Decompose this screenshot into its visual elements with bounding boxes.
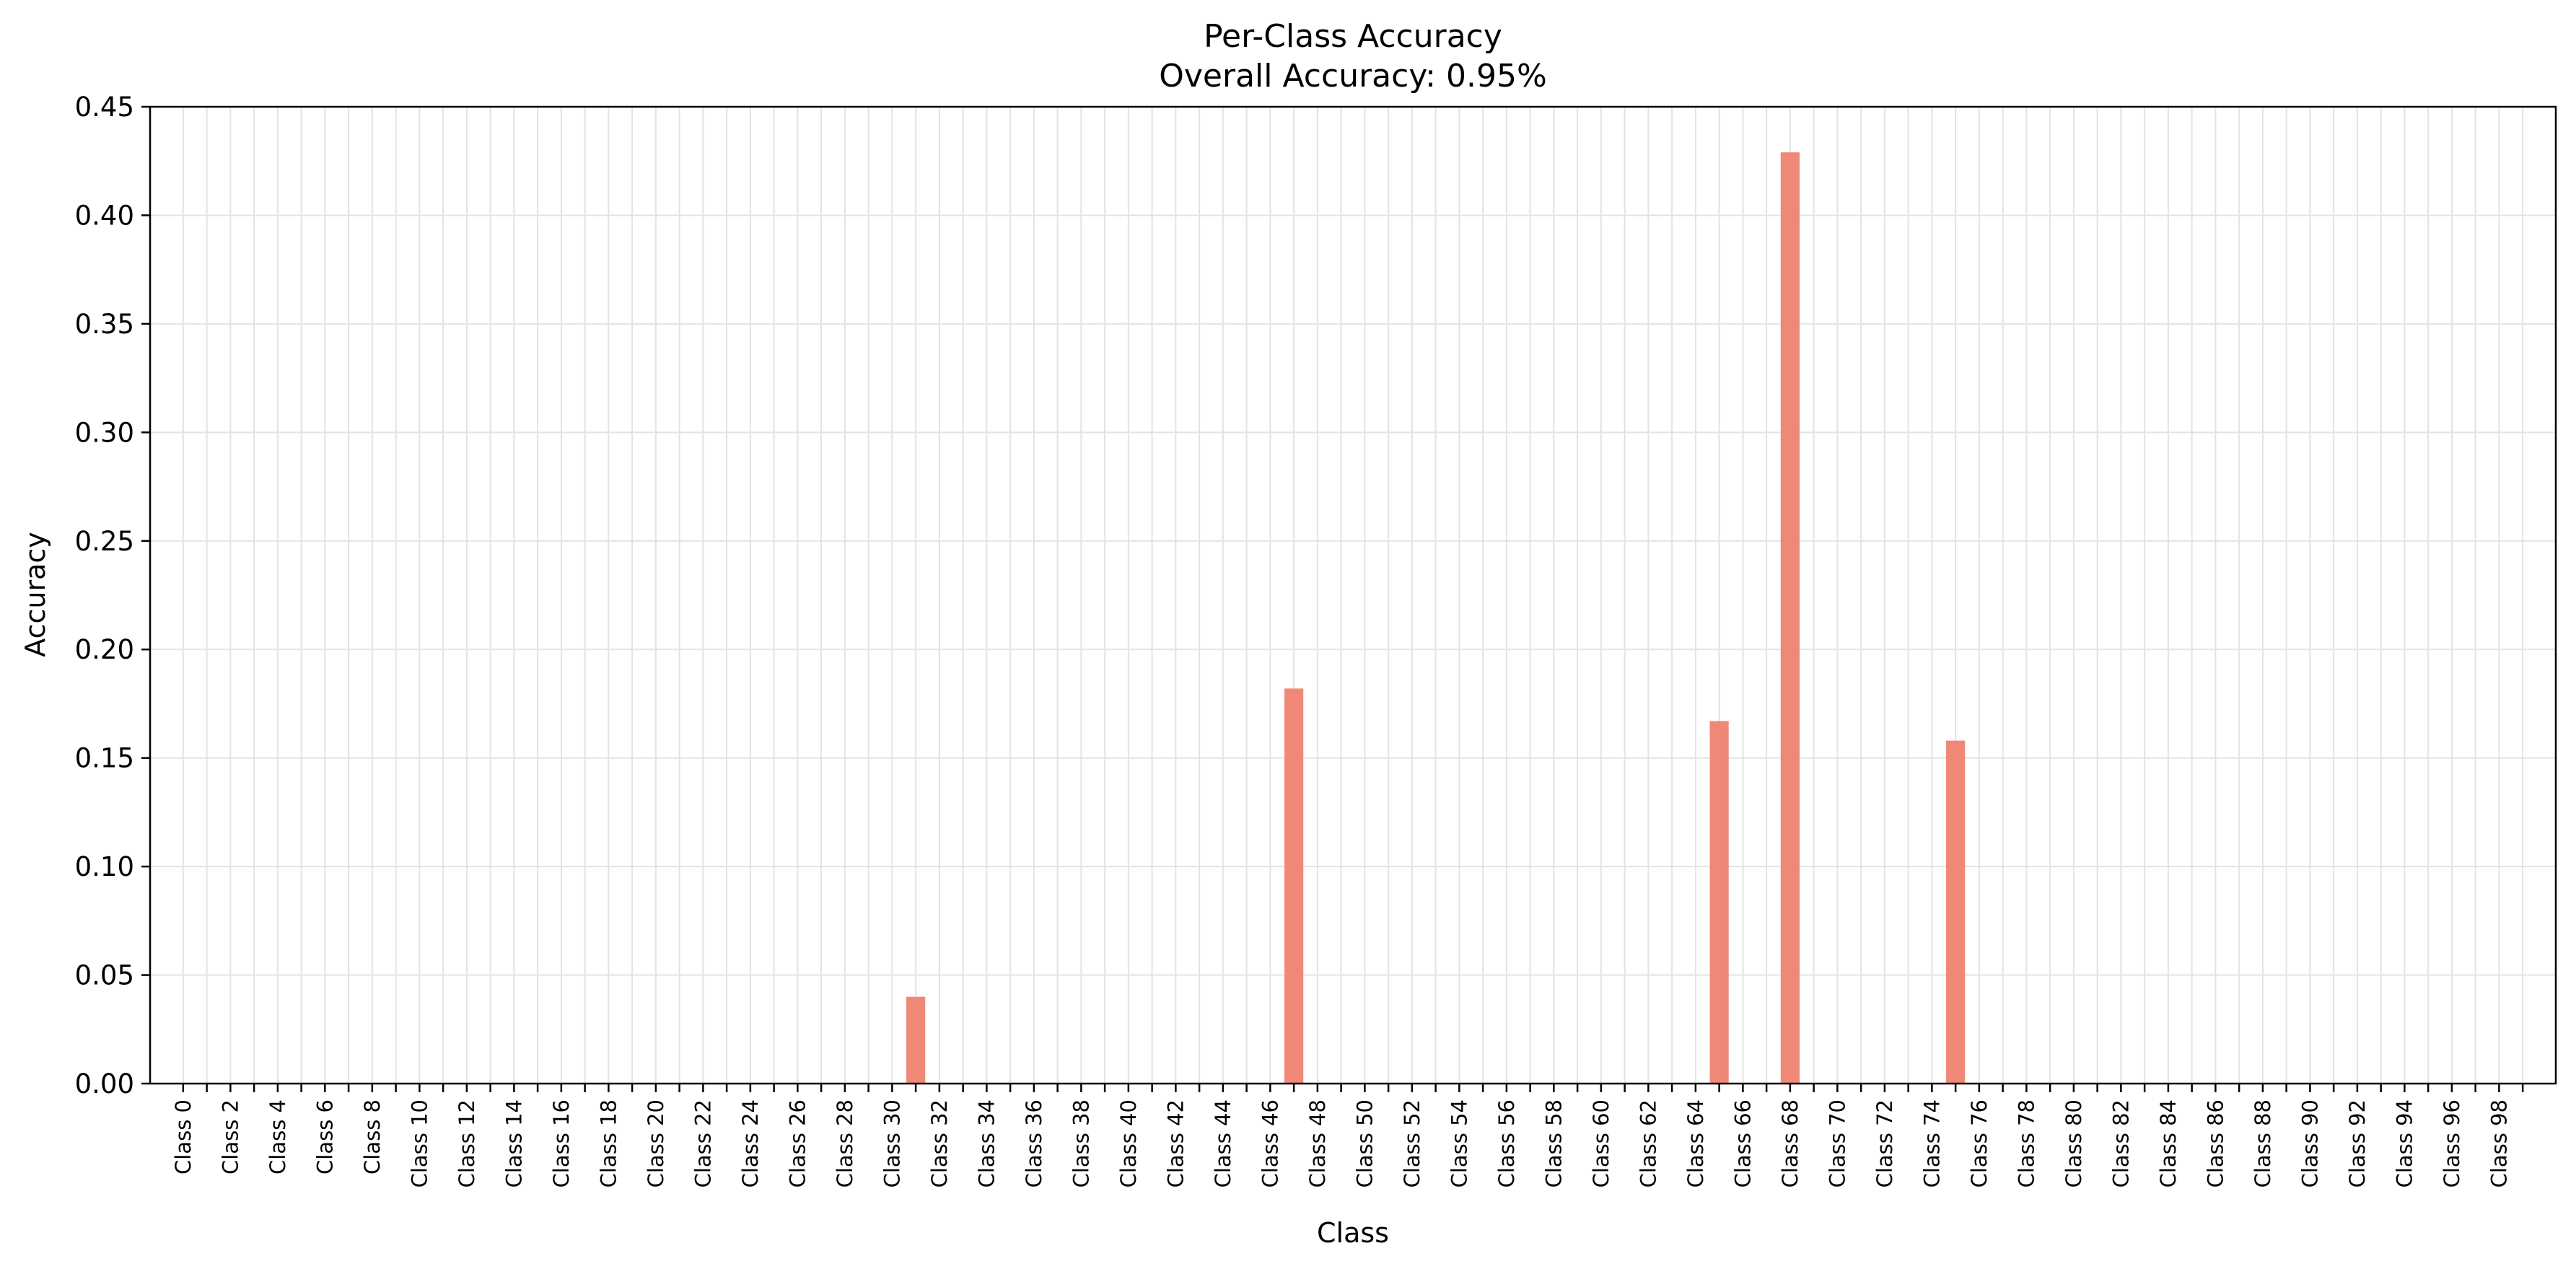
y-tick-label: 0.15 <box>75 743 134 774</box>
x-tick-label: Class 44 <box>1211 1099 1235 1187</box>
x-tick-label: Class 52 <box>1400 1099 1424 1187</box>
y-tick-label: 0.45 <box>75 92 134 123</box>
x-tick-label: Class 88 <box>2251 1099 2275 1187</box>
x-tick-label: Class 98 <box>2487 1099 2511 1187</box>
x-tick-label: Class 74 <box>1919 1099 1944 1187</box>
x-axis-ticks: Class 0 Class 2 Class 4 Class 6 Class 8 Class… <box>171 1084 2524 1187</box>
x-tick-label: Class 68 <box>1778 1099 1802 1187</box>
x-tick-label: Class 64 <box>1683 1099 1708 1187</box>
chart-subtitle: Overall Accuracy: 0.95% <box>1159 58 1547 95</box>
x-tick-label: Class 24 <box>738 1099 763 1187</box>
x-tick-label: Class 54 <box>1447 1099 1471 1187</box>
bar-class-65 <box>1709 721 1729 1084</box>
x-tick-label: Class 30 <box>880 1099 904 1187</box>
x-tick-label: Class 20 <box>644 1099 668 1187</box>
x-tick-label: Class 94 <box>2392 1099 2417 1187</box>
x-tick-label: Class 22 <box>691 1099 715 1187</box>
y-axis-ticks: 0.00 0.05 0.10 0.15 0.20 0.25 0.30 0.35 0.40 0.45 <box>75 92 150 1099</box>
x-tick-label: Class 4 <box>266 1099 290 1174</box>
x-tick-label: Class 76 <box>1967 1099 1992 1187</box>
x-tick-label: Class 78 <box>2014 1099 2038 1187</box>
x-tick-label: Class 34 <box>974 1099 999 1187</box>
chart-title: Per-Class Accuracy <box>1204 18 1502 55</box>
bar-class-31 <box>906 996 926 1084</box>
x-tick-label: Class 66 <box>1730 1099 1755 1187</box>
y-tick-label: 0.05 <box>75 960 134 991</box>
x-tick-label: Class 42 <box>1163 1099 1188 1187</box>
bars <box>906 152 1966 1084</box>
y-tick-label: 0.00 <box>75 1068 134 1099</box>
y-tick-label: 0.35 <box>75 309 134 340</box>
x-tick-label: Class 28 <box>833 1099 857 1187</box>
x-tick-label: Class 50 <box>1352 1099 1377 1187</box>
x-tick-label: Class 10 <box>407 1099 431 1187</box>
x-tick-label: Class 2 <box>218 1099 242 1174</box>
x-tick-label: Class 26 <box>785 1099 810 1187</box>
x-tick-label: Class 60 <box>1589 1099 1613 1187</box>
y-tick-label: 0.20 <box>75 634 134 665</box>
bar-class-75 <box>1946 740 1966 1084</box>
y-axis-label: Accuracy <box>19 532 51 657</box>
x-tick-label: Class 86 <box>2203 1099 2227 1187</box>
x-tick-label: Class 90 <box>2297 1099 2322 1187</box>
x-tick-label: Class 16 <box>549 1099 574 1187</box>
x-tick-label: Class 80 <box>2062 1099 2086 1187</box>
x-tick-label: Class 38 <box>1069 1099 1093 1187</box>
y-tick-label: 0.40 <box>75 200 134 231</box>
x-tick-label: Class 70 <box>1825 1099 1849 1187</box>
bar-class-47 <box>1284 688 1304 1084</box>
x-tick-label: Class 14 <box>501 1099 526 1187</box>
y-tick-label: 0.10 <box>75 851 134 882</box>
x-tick-label: Class 72 <box>1872 1099 1897 1187</box>
x-tick-label: Class 58 <box>1541 1099 1566 1187</box>
y-tick-label: 0.30 <box>75 417 134 448</box>
x-tick-label: Class 8 <box>360 1099 385 1174</box>
x-tick-label: Class 82 <box>2108 1099 2133 1187</box>
x-tick-label: Class 32 <box>927 1099 952 1187</box>
x-tick-label: Class 92 <box>2345 1099 2370 1187</box>
x-tick-label: Class 0 <box>171 1099 196 1174</box>
x-tick-label: Class 40 <box>1116 1099 1141 1187</box>
x-tick-label: Class 84 <box>2156 1099 2181 1187</box>
x-tick-label: Class 56 <box>1494 1099 1519 1187</box>
x-tick-label: Class 48 <box>1305 1099 1330 1187</box>
bar-class-68 <box>1780 152 1800 1084</box>
x-tick-label: Class 18 <box>596 1099 621 1187</box>
y-tick-label: 0.25 <box>75 526 134 557</box>
x-tick-label: Class 96 <box>2440 1099 2464 1187</box>
x-tick-label: Class 36 <box>1022 1099 1046 1187</box>
plot-frame <box>149 105 2557 1085</box>
x-tick-label: Class 62 <box>1636 1099 1660 1187</box>
x-tick-label: Class 46 <box>1258 1099 1282 1187</box>
x-tick-label: Class 12 <box>455 1099 479 1187</box>
x-axis-label: Class <box>1317 1217 1389 1249</box>
x-tick-label: Class 6 <box>312 1099 337 1174</box>
